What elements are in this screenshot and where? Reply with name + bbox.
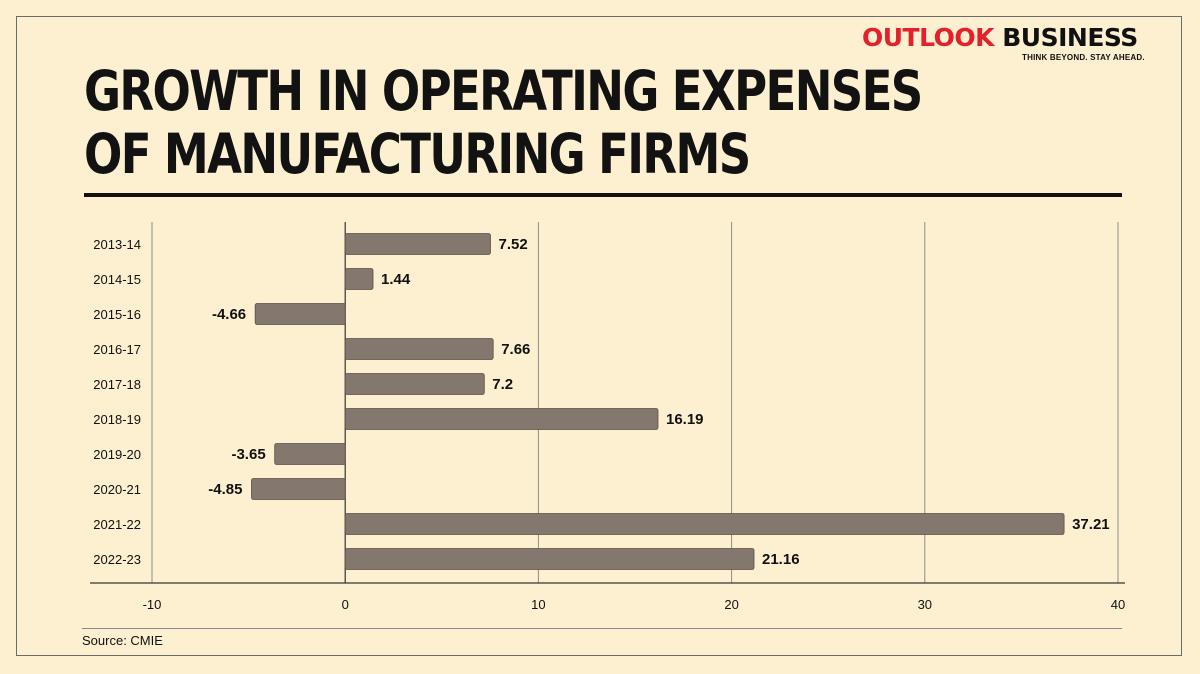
category-label-3: 2016-17 [93, 342, 141, 357]
data-label-3: 7.66 [501, 341, 530, 358]
bar-2022-23 [344, 548, 755, 570]
bar-2021-22 [344, 513, 1065, 535]
bar-2014-15 [344, 268, 374, 290]
bar-2013-14 [344, 233, 491, 255]
category-label-7: 2020-21 [93, 482, 141, 497]
category-label-8: 2021-22 [93, 517, 141, 532]
x-tick-label-3: 20 [724, 597, 738, 612]
category-label-4: 2017-18 [93, 377, 141, 392]
bar-2015-16 [254, 303, 346, 325]
data-label-6: -3.65 [231, 446, 265, 463]
x-tick-label-5: 40 [1111, 597, 1125, 612]
chart-frame [16, 16, 1182, 656]
brand-logo: OUTLOOK BUSINESS [862, 24, 1138, 52]
category-label-0: 2013-14 [93, 237, 141, 252]
data-label-9: 21.16 [762, 551, 800, 568]
brand-name-outlook: OUTLOOK [862, 23, 995, 52]
data-label-8: 37.21 [1072, 516, 1110, 533]
data-label-1: 1.44 [381, 271, 411, 288]
source-note: Source: CMIE [82, 633, 163, 648]
x-tick-label-0: -10 [143, 597, 162, 612]
data-label-0: 7.52 [498, 236, 527, 253]
data-label-7: -4.85 [208, 481, 242, 498]
category-label-2: 2015-16 [93, 307, 141, 322]
title-line-2: OF MANUFACTURING FIRMS [84, 122, 751, 186]
category-label-1: 2014-15 [93, 272, 141, 287]
data-label-4: 7.2 [492, 376, 513, 393]
x-tick-label-2: 10 [531, 597, 545, 612]
bar-2020-21 [251, 478, 346, 500]
category-label-9: 2022-23 [93, 552, 141, 567]
category-label-6: 2019-20 [93, 447, 141, 462]
x-tick-label-4: 30 [918, 597, 932, 612]
title-line-1: GROWTH IN OPERATING EXPENSES [84, 59, 923, 123]
bar-2017-18 [344, 373, 485, 395]
x-tick-label-1: 0 [342, 597, 349, 612]
bar-2018-19 [344, 408, 659, 430]
brand-tagline: THINK BEYOND. STAY AHEAD. [1022, 53, 1145, 62]
data-label-2: -4.66 [212, 306, 246, 323]
data-label-5: 16.19 [666, 411, 704, 428]
bar-2019-20 [274, 443, 346, 465]
brand-name-business: BUSINESS [1002, 23, 1138, 52]
footer-divider [82, 628, 1122, 629]
category-label-5: 2018-19 [93, 412, 141, 427]
bar-2016-17 [344, 338, 494, 360]
page-title: GROWTH IN OPERATING EXPENSES OF MANUFACTU… [84, 59, 923, 186]
title-divider [84, 193, 1122, 197]
